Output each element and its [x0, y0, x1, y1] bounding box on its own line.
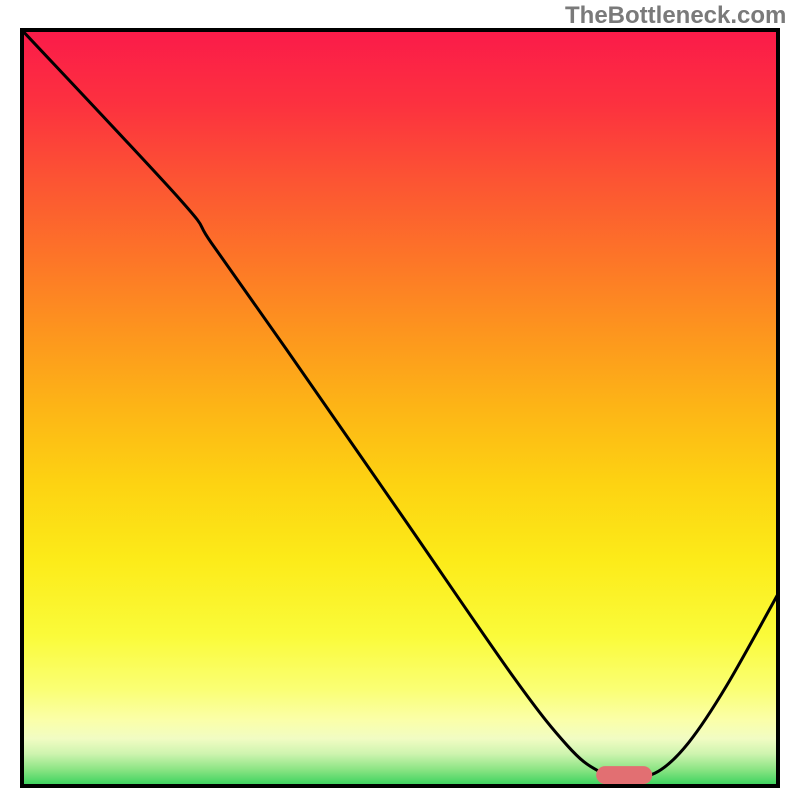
watermark-text: TheBottleneck.com — [565, 2, 786, 30]
plot-frame — [20, 28, 780, 788]
